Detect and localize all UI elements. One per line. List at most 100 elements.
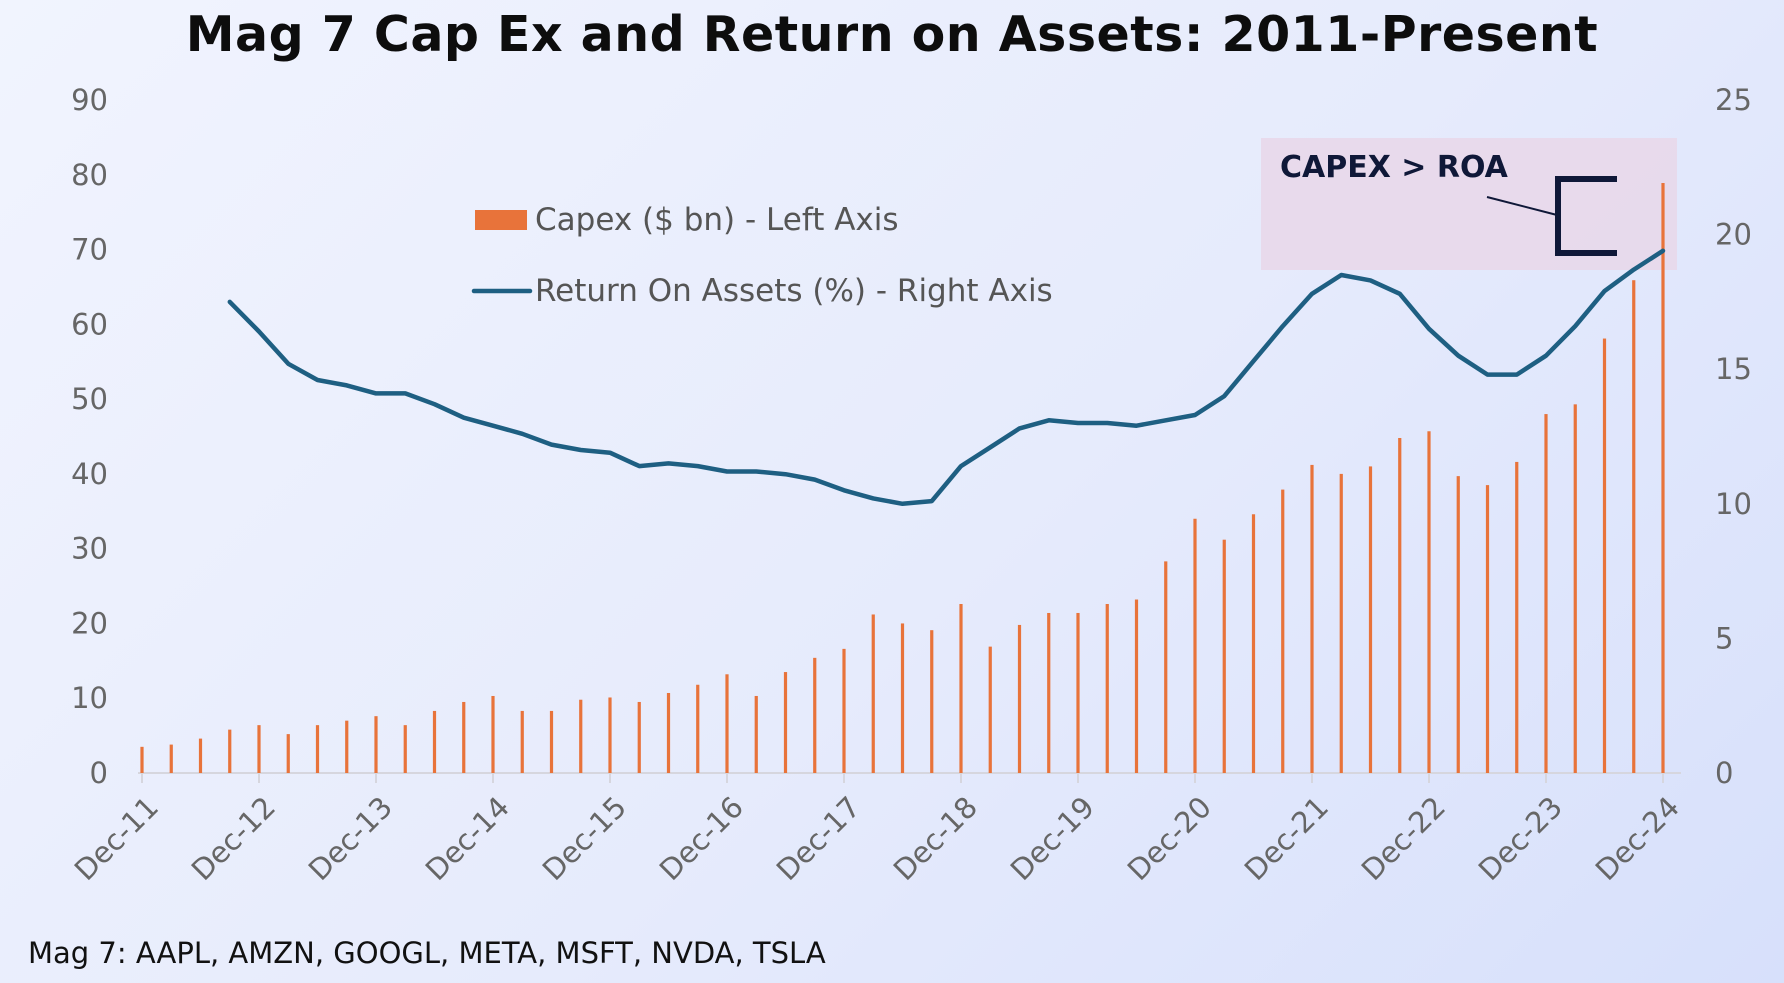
legend: Capex ($ bn) - Left Axis Return On Asset… bbox=[471, 202, 1053, 309]
capex-bar bbox=[520, 710, 524, 773]
x-axis-tick-label: Dec-24 bbox=[1589, 790, 1686, 887]
left-axis-tick: 50 bbox=[71, 382, 108, 416]
capex-bar bbox=[228, 729, 232, 773]
capex-bar bbox=[1398, 437, 1402, 773]
annotation-pointer bbox=[1486, 196, 1558, 216]
left-axis-tick: 70 bbox=[71, 233, 108, 267]
capex-bar bbox=[462, 701, 466, 773]
capex-bar bbox=[1076, 612, 1080, 773]
capex-bar bbox=[1573, 404, 1577, 773]
capex-bars bbox=[140, 183, 1665, 774]
capex-bar bbox=[169, 744, 173, 773]
capex-bar bbox=[432, 710, 437, 773]
left-y-axis: 0 10 20 30 40 50 60 70 80 90 bbox=[71, 83, 108, 790]
right-y-axis: 0 5 10 15 20 25 bbox=[1715, 83, 1752, 790]
capex-bar bbox=[1134, 599, 1139, 773]
capex-bar bbox=[1339, 473, 1343, 773]
left-axis-tick: 10 bbox=[71, 681, 108, 715]
capex-bar bbox=[783, 672, 788, 773]
capex-bar bbox=[1515, 461, 1519, 773]
capex-bar bbox=[1222, 539, 1226, 773]
capex-bar bbox=[1427, 431, 1431, 773]
capex-bar bbox=[666, 692, 671, 773]
capex-bar bbox=[1105, 604, 1109, 773]
capex-bar bbox=[959, 604, 963, 773]
legend-capex-swatch bbox=[475, 210, 527, 230]
x-axis-tick-label: Dec-21 bbox=[1238, 790, 1335, 887]
x-axis-tick-label: Dec-20 bbox=[1121, 790, 1218, 887]
capex-bar bbox=[140, 746, 144, 773]
x-axis-tick-label: Dec-14 bbox=[419, 790, 516, 887]
capex-bar bbox=[549, 710, 554, 773]
x-axis-tick-label: Dec-13 bbox=[302, 790, 399, 887]
x-axis-tick-label: Dec-23 bbox=[1472, 790, 1569, 887]
capex-bar bbox=[1251, 514, 1256, 773]
capex-bar bbox=[1544, 414, 1548, 773]
left-axis-tick: 0 bbox=[90, 756, 108, 790]
capex-bar bbox=[1632, 280, 1636, 773]
left-axis-tick: 30 bbox=[71, 532, 108, 566]
capex-bar bbox=[1310, 464, 1314, 773]
x-axis-tick-label: Dec-19 bbox=[1004, 790, 1101, 887]
capex-bar bbox=[637, 701, 641, 773]
capex-bar bbox=[754, 695, 758, 773]
left-axis-tick: 90 bbox=[71, 83, 108, 117]
roa-line bbox=[227, 248, 1666, 507]
x-axis: Dec-11 Dec-12 Dec-13 Dec-14 Dec-15 Dec-16 Dec-… bbox=[68, 773, 1686, 887]
right-axis-tick: 10 bbox=[1715, 487, 1752, 521]
x-axis-tick-label: Dec-16 bbox=[653, 790, 750, 887]
capex-bar bbox=[1602, 338, 1607, 773]
capex-bar bbox=[1456, 476, 1460, 773]
capex-bar bbox=[1661, 183, 1665, 774]
right-axis-tick: 20 bbox=[1715, 218, 1752, 252]
capex-bar bbox=[813, 657, 817, 773]
annotation: CAPEX > ROA bbox=[1280, 150, 1617, 256]
right-axis-tick: 5 bbox=[1715, 621, 1733, 655]
capex-bar bbox=[1017, 624, 1022, 773]
right-axis-tick: 25 bbox=[1715, 83, 1752, 117]
legend-capex-label: Capex ($ bn) - Left Axis bbox=[535, 202, 899, 238]
capex-bar bbox=[842, 648, 846, 773]
capex-bar bbox=[871, 614, 875, 773]
annotation-bracket bbox=[1555, 176, 1617, 256]
x-axis-tick-label: Dec-22 bbox=[1355, 790, 1452, 887]
capex-bar bbox=[491, 695, 495, 773]
capex-bar bbox=[696, 684, 700, 773]
left-axis-tick: 20 bbox=[71, 606, 108, 640]
capex-bar bbox=[1368, 466, 1373, 773]
capex-bar bbox=[374, 716, 378, 773]
x-axis-tick-label: Dec-17 bbox=[770, 790, 867, 887]
capex-bar bbox=[1047, 612, 1051, 773]
x-axis-tick-label: Dec-18 bbox=[887, 790, 984, 887]
x-axis-tick-label: Dec-11 bbox=[68, 790, 165, 887]
capex-bar bbox=[198, 738, 203, 773]
capex-bar bbox=[1193, 518, 1197, 773]
capex-bar bbox=[579, 699, 583, 773]
capex-bar bbox=[345, 720, 349, 773]
right-axis-tick: 15 bbox=[1715, 352, 1752, 386]
capex-bar bbox=[1281, 489, 1285, 773]
capex-bar bbox=[988, 646, 992, 773]
legend-roa-label: Return On Assets (%) - Right Axis bbox=[535, 273, 1053, 309]
capex-bar bbox=[1485, 485, 1490, 773]
right-axis-tick: 0 bbox=[1715, 756, 1733, 790]
capex-bar bbox=[900, 623, 905, 773]
capex-bar bbox=[257, 725, 261, 773]
left-axis-tick: 80 bbox=[71, 158, 108, 192]
x-axis-tick-label: Dec-12 bbox=[185, 790, 282, 887]
left-axis-tick: 40 bbox=[71, 457, 108, 491]
capex-bar bbox=[930, 630, 934, 773]
capex-bar bbox=[608, 697, 612, 773]
capex-bar bbox=[315, 725, 320, 773]
capex-bar bbox=[725, 674, 729, 773]
chart-title: Mag 7 Cap Ex and Return on Assets: 2011-… bbox=[185, 6, 1599, 63]
annotation-label: CAPEX > ROA bbox=[1280, 150, 1509, 185]
annotation-highlight-box bbox=[1261, 138, 1677, 270]
capex-bar bbox=[1164, 561, 1168, 773]
footnote: Mag 7: AAPL, AMZN, GOOGL, META, MSFT, NV… bbox=[28, 936, 826, 970]
x-axis-tick-label: Dec-15 bbox=[536, 790, 633, 887]
capex-bar bbox=[286, 734, 290, 773]
capex-bar bbox=[403, 725, 407, 773]
left-axis-tick: 60 bbox=[71, 307, 108, 341]
